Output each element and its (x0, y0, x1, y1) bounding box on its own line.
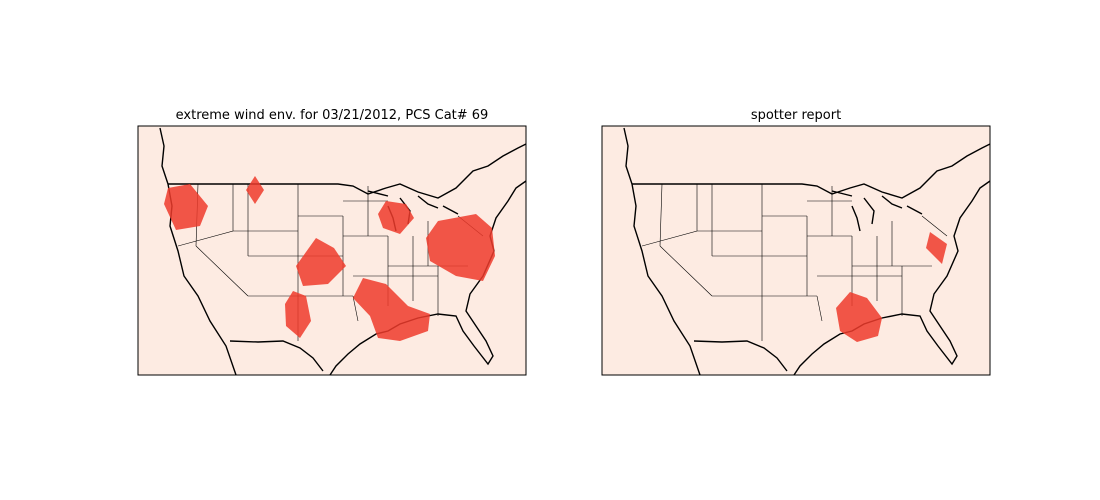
panel-title: extreme wind env. for 03/21/2012, PCS Ca… (176, 108, 489, 123)
panel-title: spotter report (751, 108, 841, 123)
map-panel (137, 125, 527, 376)
map-panel (601, 125, 991, 376)
